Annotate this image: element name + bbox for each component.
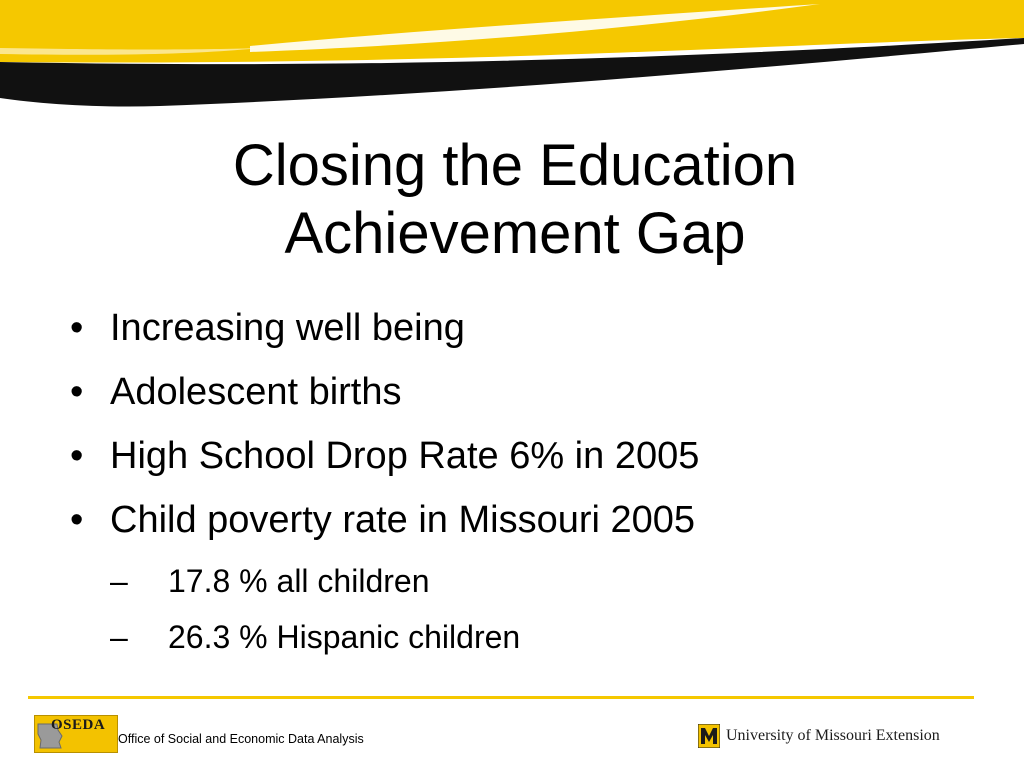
bullet-item: • High School Drop Rate 6% in 2005 — [70, 434, 970, 478]
bullet-text: High School Drop Rate 6% in 2005 — [110, 435, 700, 477]
slide-title: Closing the Education Achievement Gap — [120, 132, 910, 268]
bullet-marker: • — [70, 435, 84, 477]
bullet-text: Increasing well being — [110, 307, 465, 349]
mu-extension-footer: University of Missouri Extension — [698, 723, 978, 751]
footer-divider — [28, 696, 974, 699]
header-swoosh — [0, 0, 1024, 107]
bullet-text: Adolescent births — [110, 371, 402, 413]
mu-extension-text: University of Missouri Extension — [726, 727, 940, 744]
bullet-list: • Increasing well being • Adolescent bir… — [70, 306, 970, 674]
sub-bullet-item: – 17.8 % all children — [110, 562, 970, 600]
bullet-marker: • — [70, 371, 84, 413]
sub-bullet-marker: – — [110, 619, 128, 655]
sub-bullet-text: 26.3 % Hispanic children — [168, 619, 521, 655]
bullet-marker: • — [70, 499, 84, 541]
sub-bullet-text: 17.8 % all children — [168, 563, 430, 599]
oseda-footer: OSEDA Office of Social and Economic Data… — [34, 715, 404, 753]
oseda-logo: OSEDA — [34, 715, 118, 753]
title-line-2: Achievement Gap — [284, 201, 746, 266]
bullet-marker: • — [70, 307, 84, 349]
missouri-map-icon — [37, 723, 63, 749]
bullet-item: • Adolescent births — [70, 370, 970, 414]
oseda-caption: Office of Social and Economic Data Analy… — [118, 732, 364, 746]
title-line-1: Closing the Education — [232, 133, 798, 198]
sub-bullet-marker: – — [110, 563, 128, 599]
bullet-item: • Child poverty rate in Missouri 2005 — [70, 498, 970, 542]
bullet-text: Child poverty rate in Missouri 2005 — [110, 499, 696, 541]
sub-bullet-item: – 26.3 % Hispanic children — [110, 618, 970, 656]
university-of-missouri-tiger-icon — [698, 724, 720, 748]
bullet-item: • Increasing well being — [70, 306, 970, 350]
oseda-logo-text: OSEDA — [51, 717, 106, 733]
